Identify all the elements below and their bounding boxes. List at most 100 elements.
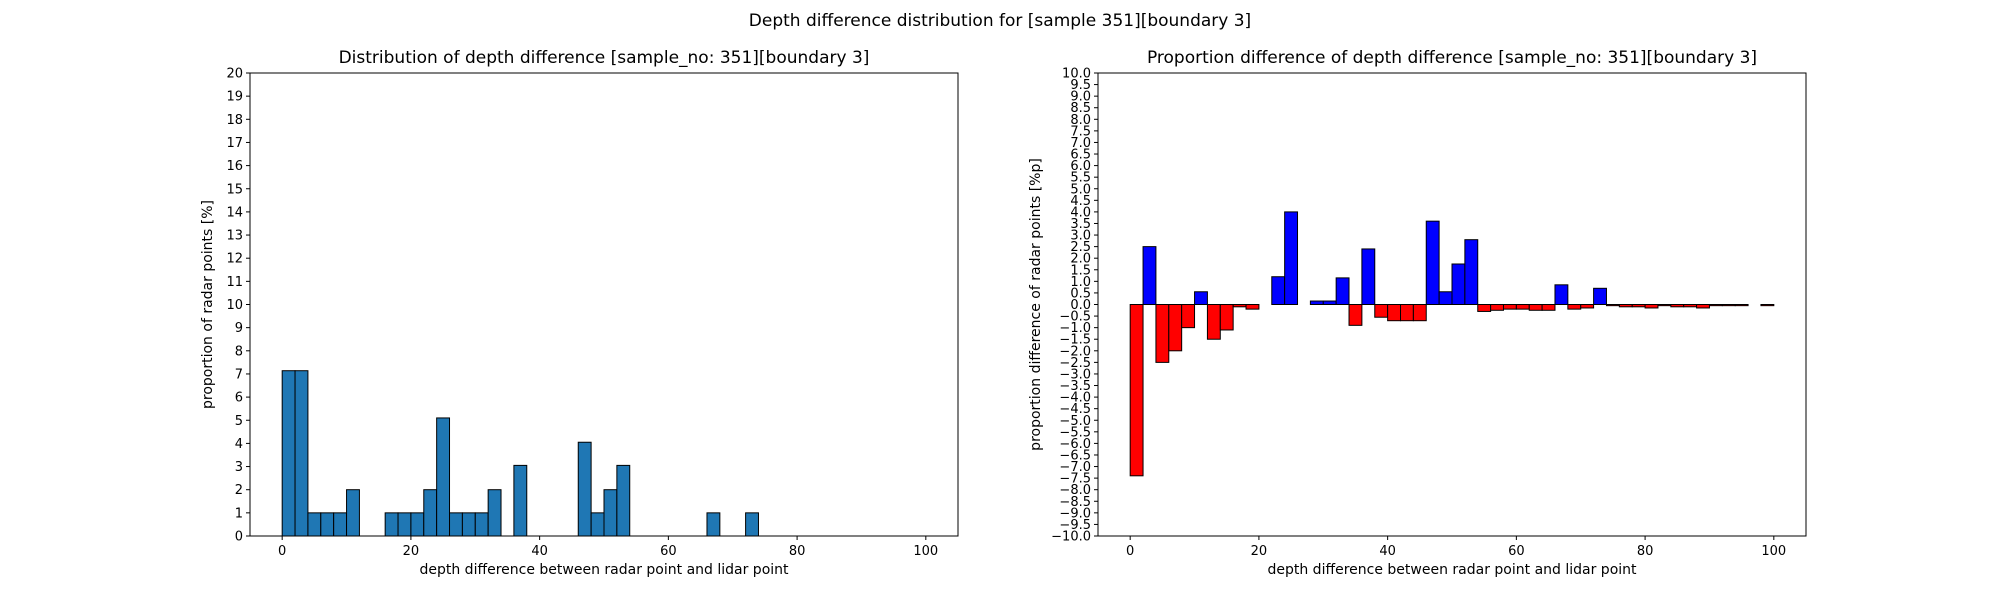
hist-y-tick-label: 13 xyxy=(226,229,243,244)
hist-bar xyxy=(449,512,463,537)
diff-bar xyxy=(1361,248,1376,306)
hist-ylabel: proportion of radar points [%] xyxy=(200,200,216,409)
diff-y-tick-label: −9.0 xyxy=(1059,506,1091,521)
diff-y-tick-label: 6.5 xyxy=(1070,148,1091,163)
diff-bar xyxy=(1374,304,1389,318)
diff-bar xyxy=(1567,304,1582,310)
hist-xlabel: depth difference between radar point and… xyxy=(419,562,789,578)
hist-y-tick-label: 1 xyxy=(235,506,243,521)
diff-y-tick-label: 8.0 xyxy=(1070,113,1091,128)
hist-x-tick-label: 80 xyxy=(789,544,806,559)
hist-bar xyxy=(423,489,438,537)
diff-bar xyxy=(1387,304,1402,322)
diff-bar xyxy=(1245,304,1260,310)
diff-bar xyxy=(1232,304,1247,308)
hist-bar xyxy=(346,489,360,537)
diff-bar xyxy=(1438,291,1453,305)
diff-bar xyxy=(1631,304,1646,308)
hist-x-ticks: 0 20 40 60 80 100 xyxy=(278,536,938,559)
hist-y-tick-label: 9 xyxy=(235,321,243,336)
diff-bar xyxy=(1593,287,1607,305)
diff-y-tick-label: 7.0 xyxy=(1070,136,1091,151)
diff-y-tick-label: 3.0 xyxy=(1070,229,1091,244)
diff-bar xyxy=(1348,304,1363,326)
hist-bar xyxy=(397,512,412,537)
hist-bar xyxy=(333,512,348,537)
diff-bar xyxy=(1515,304,1530,310)
hist-y-tick-label: 14 xyxy=(226,205,243,220)
diff-y-tick-label: −1.5 xyxy=(1059,333,1091,348)
diff-y-ticks: −10.0−9.5−9.0−8.5−8.0−7.5−7.0−6.5−6.0−5.… xyxy=(1051,67,1098,545)
hist-y-tick-label: 18 xyxy=(226,113,243,128)
diff-y-tick-label: −1.0 xyxy=(1059,321,1091,336)
hist-bar xyxy=(307,512,322,537)
hist-bars xyxy=(281,370,759,537)
diff-bar xyxy=(1477,304,1492,312)
diff-bar xyxy=(1181,304,1196,329)
diff-bar xyxy=(1657,304,1672,307)
diff-bar xyxy=(1464,239,1479,305)
diff-bar xyxy=(1335,277,1350,306)
hist-y-tick-label: 16 xyxy=(226,159,243,174)
diff-bar xyxy=(1451,263,1466,305)
diff-bar xyxy=(1129,304,1144,477)
diff-bar xyxy=(1696,304,1710,309)
diff-y-tick-label: −6.0 xyxy=(1059,437,1091,452)
diff-y-tick-label: −5.0 xyxy=(1059,414,1091,429)
diff-x-ticks: 0 20 40 60 80 100 xyxy=(1126,536,1786,559)
diff-x-tick-label: 40 xyxy=(1379,544,1396,559)
hist-bar xyxy=(745,512,759,537)
diff-bar xyxy=(1734,304,1749,307)
diff-bar xyxy=(1219,304,1234,331)
diff-bar xyxy=(1554,284,1569,306)
diff-y-tick-label: −8.5 xyxy=(1059,495,1091,510)
diff-bar xyxy=(1502,304,1517,310)
diff-y-tick-label: −2.5 xyxy=(1059,356,1091,371)
hist-y-tick-label: 8 xyxy=(235,344,243,359)
diff-y-tick-label: −4.5 xyxy=(1059,402,1091,417)
diff-y-tick-label: −3.5 xyxy=(1059,379,1091,394)
diff-y-tick-label: 0.5 xyxy=(1070,286,1091,301)
diff-bar xyxy=(1670,304,1685,308)
diff-y-tick-label: 8.5 xyxy=(1070,101,1091,116)
hist-bar xyxy=(487,489,502,537)
diff-y-tick-label: −4.0 xyxy=(1059,391,1091,406)
diff-bar xyxy=(1708,304,1723,307)
diff-y-tick-label: 4.0 xyxy=(1070,205,1091,220)
diff-x-tick-label: 0 xyxy=(1126,544,1134,559)
diff-bar xyxy=(1400,304,1414,322)
diff-y-tick-label: 2.5 xyxy=(1070,240,1091,255)
diff-y-tick-label: −7.0 xyxy=(1059,460,1091,475)
diff-y-tick-label: −8.0 xyxy=(1059,483,1091,498)
diff-bar xyxy=(1580,304,1595,309)
diff-bar xyxy=(1142,246,1157,306)
hist-y-tick-label: 3 xyxy=(235,460,243,475)
hist-bar xyxy=(436,417,451,537)
hist-y-tick-label: 4 xyxy=(235,437,243,452)
hist-y-tick-label: 15 xyxy=(226,182,243,197)
hist-bar xyxy=(294,370,309,537)
hist-bar xyxy=(513,464,528,537)
diff-y-tick-label: 9.5 xyxy=(1070,78,1091,93)
diff-bar xyxy=(1644,304,1659,309)
diff-bar xyxy=(1683,304,1698,308)
diff-y-tick-label: 7.5 xyxy=(1070,124,1091,139)
hist-y-tick-label: 12 xyxy=(226,252,243,267)
diff-bar xyxy=(1412,304,1427,322)
diff-bar xyxy=(1194,291,1208,305)
hist-bar xyxy=(616,464,631,537)
hist-bar xyxy=(706,512,721,537)
hist-y-tick-label: 17 xyxy=(226,136,243,151)
hist-bar xyxy=(320,512,335,537)
hist-y-tick-label: 5 xyxy=(235,414,243,429)
hist-y-tick-label: 0 xyxy=(235,530,243,545)
diff-x-tick-label: 60 xyxy=(1508,544,1525,559)
hist-bar xyxy=(461,512,476,537)
hist-y-tick-label: 11 xyxy=(226,275,243,290)
diff-x-tick-label: 100 xyxy=(1761,544,1786,559)
diff-title: Proportion difference of depth differenc… xyxy=(1147,48,1757,68)
hist-x-tick-label: 0 xyxy=(278,544,286,559)
hist-y-tick-label: 10 xyxy=(226,298,243,313)
diff-y-tick-label: 2.0 xyxy=(1070,252,1091,267)
